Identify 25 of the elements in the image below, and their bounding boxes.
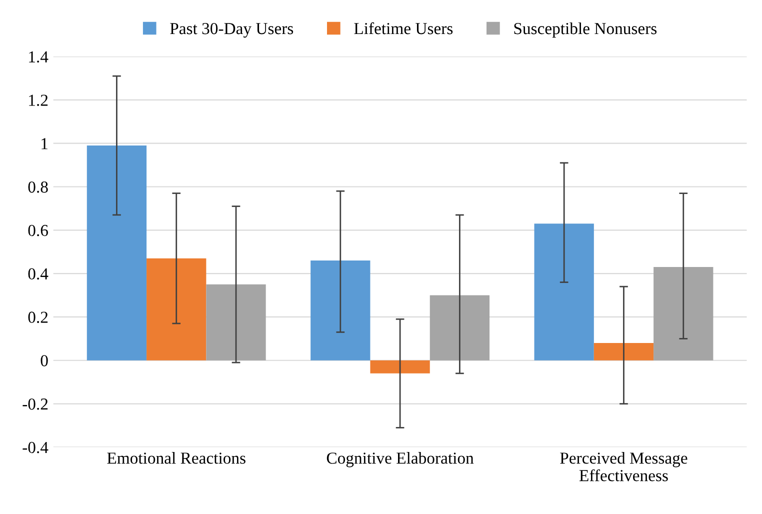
y-tick-label: -0.2 (22, 398, 48, 410)
bar (86, 146, 147, 360)
x-tick-label: Perceived Message Effectiveness (560, 452, 688, 482)
legend-label: Past 30-Day Users (170, 22, 294, 38)
y-tick-label: 0.2 (28, 312, 48, 323)
x-tick-label: Cognitive Elaboration (326, 452, 474, 468)
bar (654, 267, 714, 360)
bar (430, 295, 490, 360)
bar (370, 360, 430, 374)
bar (594, 343, 654, 360)
legend-label: Susceptible Nonusers (514, 22, 657, 38)
y-tick-label: 1 (42, 138, 48, 150)
y-tick-label: 0.8 (28, 181, 48, 193)
y-tick-label: 0.4 (28, 268, 48, 280)
legend-label: Lifetime Users (354, 22, 453, 34)
y-tick-label: 0.6 (28, 224, 48, 236)
y-tick-label: 1.4 (29, 51, 48, 63)
bar (310, 260, 370, 360)
x-tick-label: Emotional Reactions (107, 452, 246, 464)
bar (206, 284, 266, 360)
bar (146, 258, 206, 360)
y-tick-label: 1.2 (29, 94, 48, 106)
bar (534, 224, 594, 360)
y-tick-label: -0.4 (22, 442, 48, 454)
y-tick-label: 0 (40, 355, 48, 366)
